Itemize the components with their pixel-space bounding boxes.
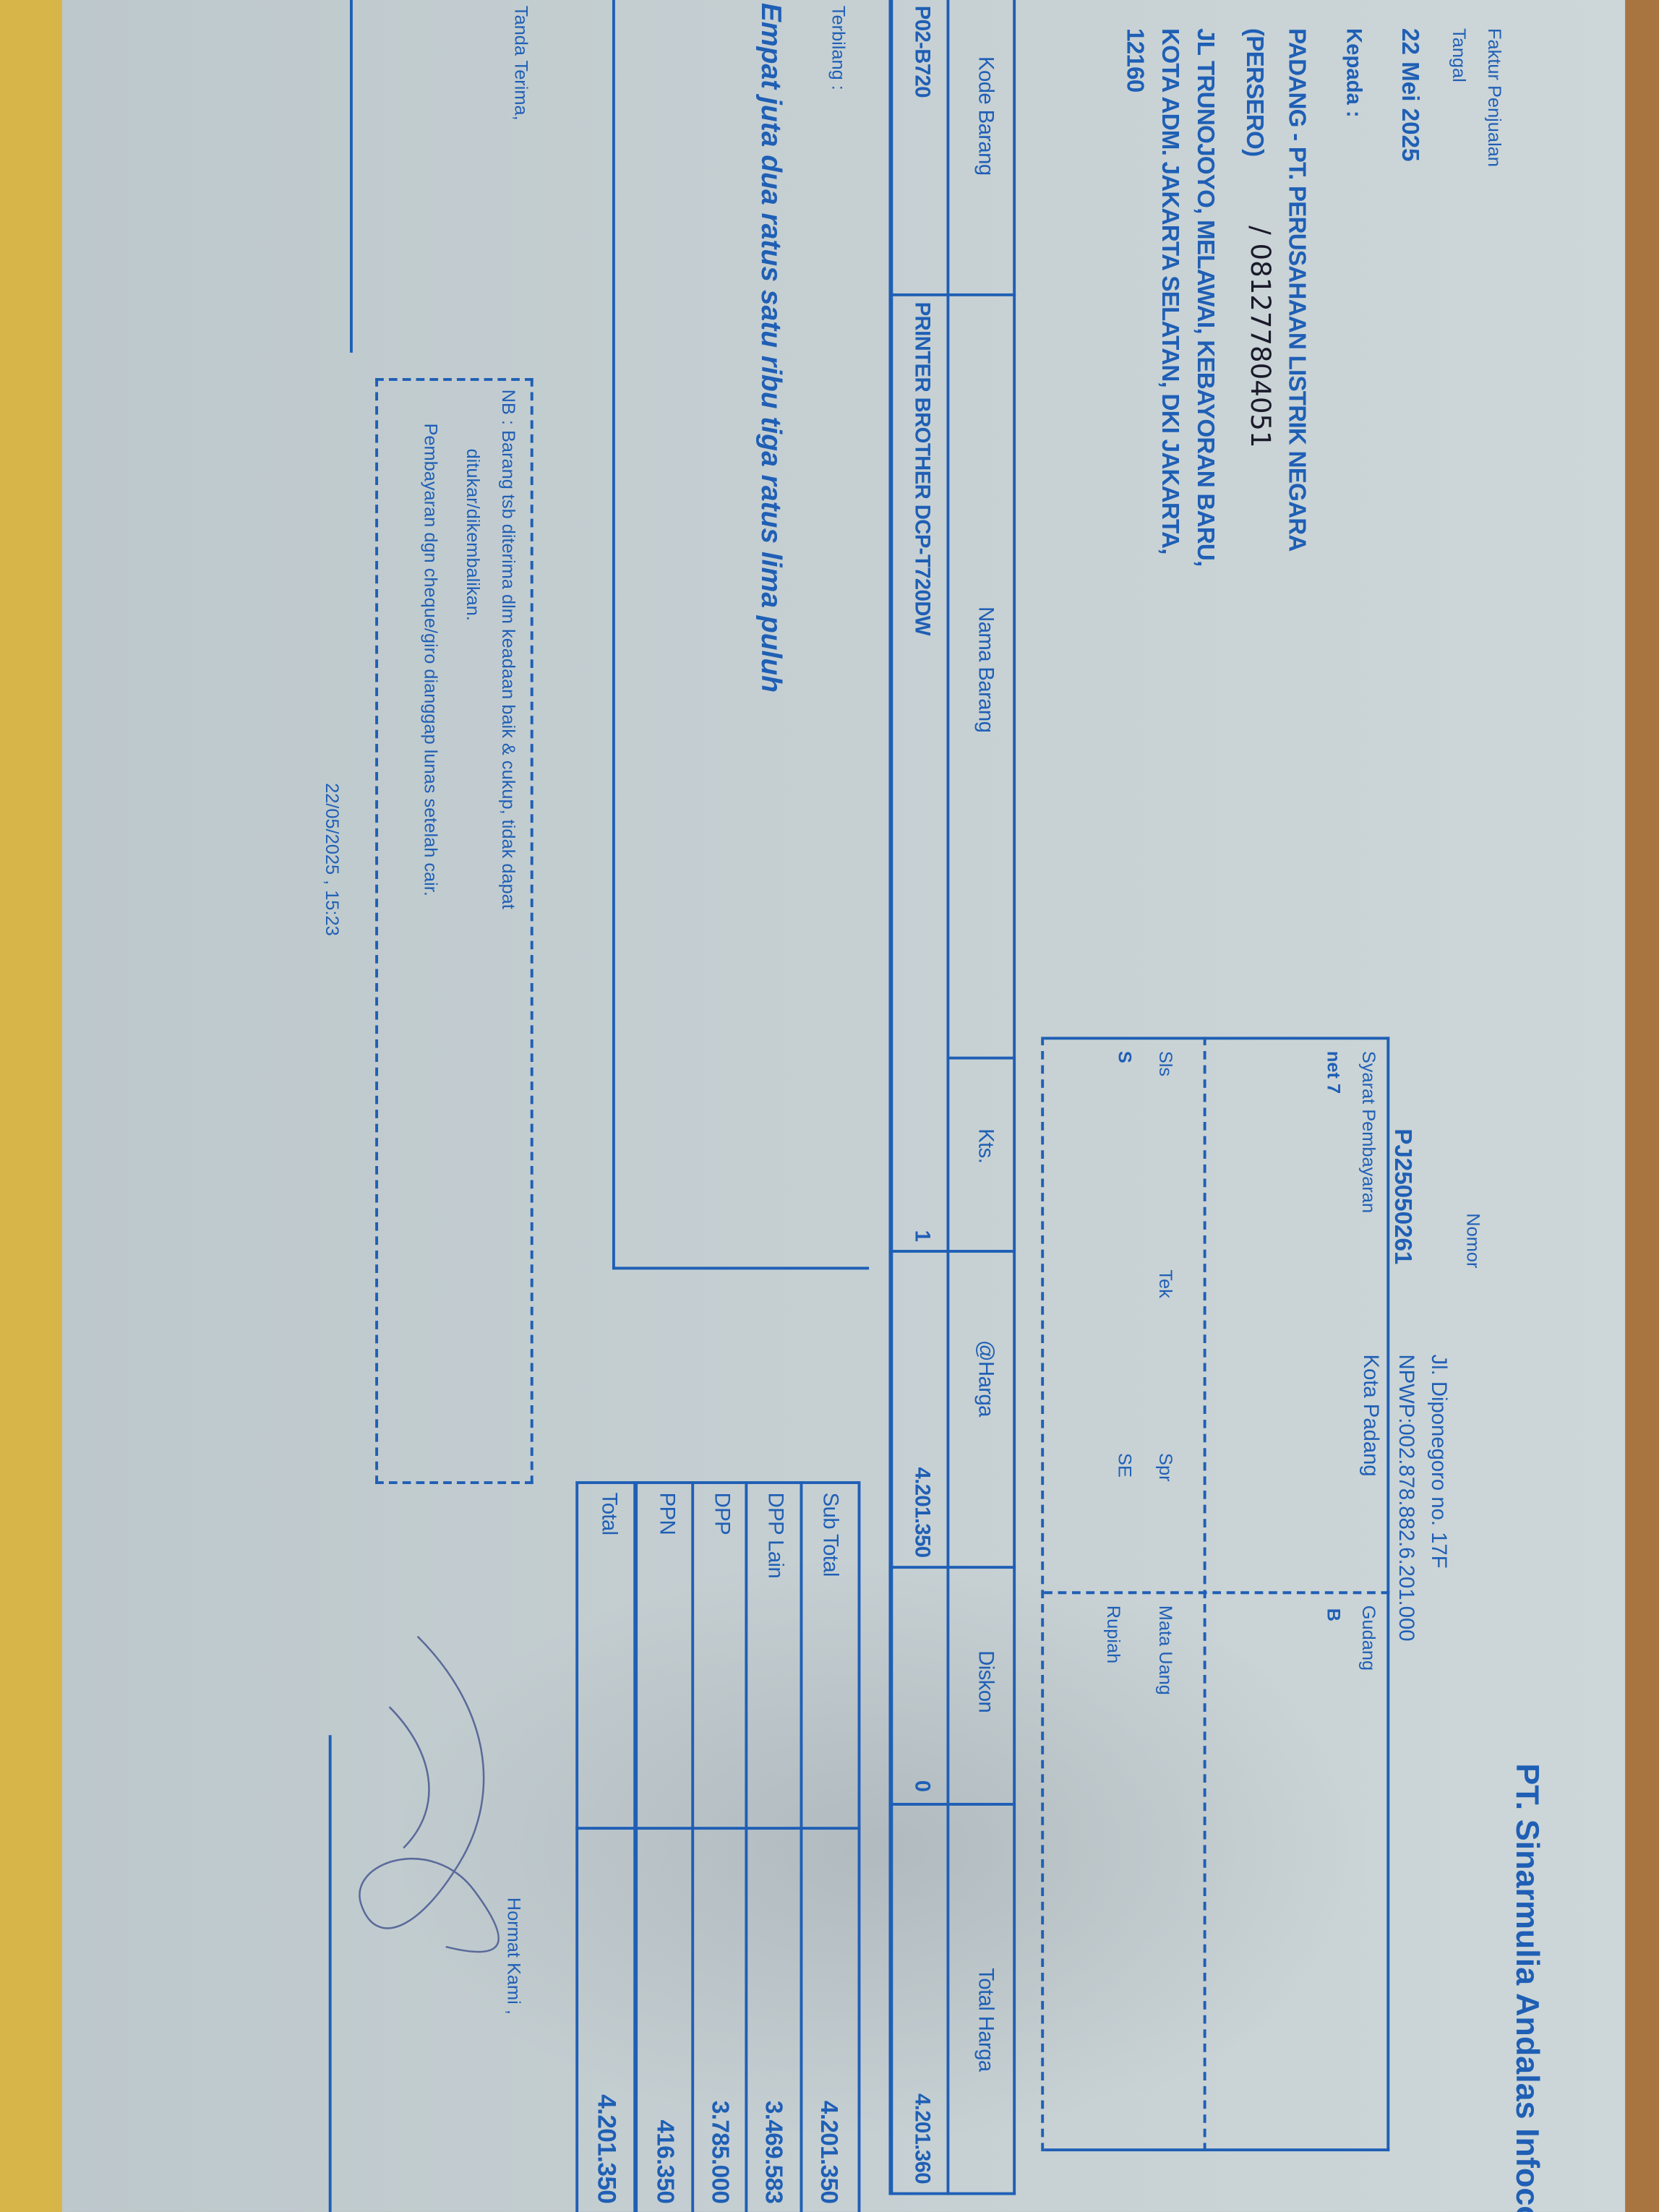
- recipient-line: KOTA ADM. JAKARTA SELATAN, DKI JAKARTA,: [1157, 28, 1184, 554]
- spr-value: SE: [1114, 1453, 1136, 1478]
- receiver-label: Tanda Terima,: [510, 5, 532, 121]
- column-header: Kode Barang: [973, 56, 998, 176]
- summary-value: 4.201.350: [815, 2100, 843, 2204]
- doc-type: Faktur Penjualan: [1484, 28, 1506, 167]
- printed-timestamp: 22/05/2025 , 15:23: [321, 783, 343, 936]
- column-header: @Harga: [973, 1339, 998, 1417]
- summary-value: 416.350: [651, 2119, 679, 2204]
- warehouse-value: B: [1323, 1608, 1345, 1622]
- currency-label: Mata Uang: [1155, 1605, 1177, 1695]
- spr-label: Spr: [1155, 1453, 1177, 1482]
- column-header: Nama Barang: [973, 606, 998, 733]
- item-total: 4.201.360: [909, 2093, 934, 2184]
- note-line: Pembayaran dgn cheque/giro dianggap luna…: [420, 423, 442, 896]
- summary-label: DPP Lain: [763, 1492, 787, 1579]
- handwritten-phone: / 081277804051: [1244, 226, 1276, 448]
- signature: [359, 1635, 500, 1953]
- column-header: Diskon: [973, 1650, 998, 1713]
- item-price: 4.201.350: [909, 1467, 934, 1558]
- shadow: [389, 1551, 1377, 2145]
- recipient-line: 12160: [1121, 28, 1149, 93]
- summary-total: 4.201.350: [592, 2094, 621, 2204]
- currency-value: Rupiah: [1103, 1605, 1125, 1664]
- date-label: Tangal: [1449, 28, 1470, 82]
- terms-label: Syarat Pembayaran: [1358, 1050, 1380, 1214]
- invoice-date: 22 Mei 2025: [1397, 28, 1424, 162]
- receiver-signature-line: [350, 0, 353, 353]
- sls-label: Sls: [1155, 1050, 1177, 1077]
- invoice-number: PJ25050261: [1389, 1128, 1417, 1265]
- terbilang-label: Terbilang :: [828, 5, 849, 90]
- tek-label: Tek: [1155, 1269, 1177, 1298]
- column-header: Total Harga: [973, 1968, 998, 2072]
- company-npwp: NPWP:002.878.882.6.201.000: [1394, 1354, 1418, 1642]
- terbilang-text: Empat juta dua ratus satu ribu tiga ratu…: [755, 2, 786, 693]
- terms-value: net 7: [1323, 1050, 1345, 1094]
- note-line: ditukar/dikembalikan.: [463, 448, 484, 621]
- summary-value: 3.785.000: [706, 2100, 734, 2204]
- summary-label: Total: [596, 1492, 621, 1535]
- warehouse-label: Gudang: [1358, 1605, 1380, 1671]
- recipient-line: (PERSERO): [1241, 28, 1269, 157]
- summary-label: PPN: [654, 1492, 679, 1535]
- sls-value: S: [1114, 1050, 1136, 1063]
- summary-label: DPP: [709, 1492, 734, 1535]
- item-qty: 1: [909, 1230, 934, 1242]
- company-city: Kota Padang: [1358, 1354, 1383, 1477]
- column-header: Kts.: [973, 1128, 998, 1164]
- recipient-line: JL TRUNOJOYO, MELAWAI, KEBAYORAN BARU,: [1192, 28, 1219, 567]
- company-address: Jl. Diponegoro no. 17F: [1426, 1354, 1451, 1569]
- item-discount: 0: [909, 1780, 934, 1792]
- recipient-label: Kepada :: [1341, 28, 1366, 118]
- sender-signature-line: [328, 1735, 332, 2212]
- note-line: NB : Barang tsb diterima dlm keadaan bai…: [497, 389, 520, 909]
- summary-value: 3.469.583: [760, 2100, 787, 2204]
- item-code: P02-B720: [909, 5, 934, 98]
- company-name: PT. Sinarmulia Andalas Infocom: [1509, 1763, 1546, 2212]
- summary-label: Sub Total: [818, 1492, 843, 1577]
- number-label: Nomor: [1462, 1213, 1485, 1269]
- item-name: PRINTER BROTHER DCP-T720DW: [909, 301, 934, 635]
- recipient-line: PADANG - PT. PERUSAHAAN LISTRIK NEGARA: [1283, 28, 1311, 552]
